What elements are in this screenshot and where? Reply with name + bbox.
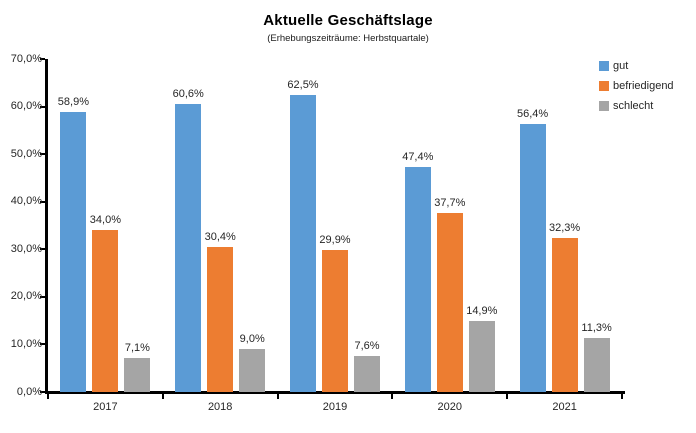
bar-value-label: 34,0% [89,214,121,227]
bar-value-label: 47,4% [402,150,434,163]
y-axis-line [45,59,48,394]
x-axis-label-2019: 2019 [322,401,348,413]
x-axis-tick [276,394,279,399]
x-axis-tick [161,394,164,399]
y-axis-label: 30,0% [10,242,42,255]
y-axis-tick [40,58,45,60]
y-axis-label: 50,0% [10,147,42,160]
bar-gut-2021 [519,123,546,392]
bar-gut-2019 [290,94,316,392]
x-axis-tick [506,394,509,399]
bar-befriedigend-2018 [207,247,234,392]
legend-swatch-schlecht [599,101,609,111]
bar-value-label: 11,3% [581,322,612,335]
bar-value-label: 29,9% [319,233,351,246]
bar-befriedigend-2021 [551,238,578,392]
y-axis-label: 0,0% [16,385,42,398]
y-axis-tick [40,343,45,346]
y-axis-tick [40,153,45,156]
bar-befriedigend-2020 [436,212,463,392]
y-axis-label: 60,0% [10,100,42,113]
legend-label: gut [613,60,629,72]
legend-entry-gut: gut [599,60,674,72]
y-axis-label: 70,0% [10,52,42,65]
x-axis-label-2020: 2020 [437,401,463,413]
bar-befriedigend-2019 [322,249,348,392]
y-axis-label: 20,0% [10,290,42,303]
bar-value-label: 58,9% [57,95,89,108]
legend-swatch-befriedigend [599,81,609,91]
bar-schlecht-2019 [354,355,380,392]
bar-value-label: 62,5% [287,78,319,91]
y-axis-tick [40,248,45,251]
bar-gut-2018 [175,103,202,392]
x-axis-label-2017: 2017 [93,401,118,413]
bar-schlecht-2021 [583,338,610,392]
legend-label: befriedigend [613,80,674,92]
bar-schlecht-2020 [468,321,495,392]
bar-value-label: 37,7% [434,196,466,209]
y-axis-tick [40,295,45,298]
y-axis-tick [40,391,45,393]
bar-befriedigend-2017 [92,230,119,392]
legend-swatch-gut [599,61,609,71]
bar-gut-2020 [404,166,431,392]
bar-value-label: 7,6% [354,339,380,352]
x-axis-label-2021: 2021 [552,401,577,413]
bar-value-label: 7,1% [124,342,150,355]
bar-schlecht-2017 [124,358,151,392]
y-axis-tick [40,105,45,108]
x-axis-tick [391,394,394,399]
legend-label: schlecht [613,100,654,112]
y-axis-label: 40,0% [10,195,42,208]
bar-value-label: 32,3% [548,222,581,235]
bar-value-label: 56,4% [516,107,549,120]
legend-entry-befriedigend: befriedigend [599,80,674,92]
chart-subtitle: (Erhebungszeiträume: Herbstquartale) [267,33,429,44]
y-axis-tick [40,200,45,203]
bar-value-label: 9,0% [239,333,265,346]
x-axis-tick [47,394,49,399]
legend: gut befriedigend schlecht [599,60,674,120]
bar-schlecht-2018 [239,349,266,392]
y-axis-label: 10,0% [10,337,42,350]
x-axis-tick [621,394,623,399]
plot-area: 58,9% 34,0% 7,1% 60,6% 30,4% 9,0% 62,5% 29,9% 7,… [48,59,622,392]
bar-value-label: 14,9% [466,305,498,318]
bar-gut-2017 [60,111,87,392]
x-axis-line [45,391,625,394]
bar-value-label: 60,6% [172,87,204,100]
legend-entry-schlecht: schlecht [599,100,674,112]
x-axis-label-2018: 2018 [207,401,233,413]
chart-title: Aktuelle Geschäftslage [263,12,433,29]
bar-value-label: 30,4% [204,231,236,244]
